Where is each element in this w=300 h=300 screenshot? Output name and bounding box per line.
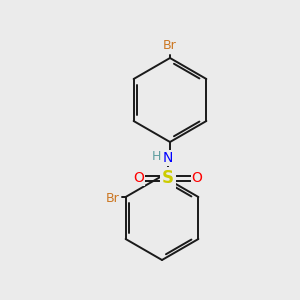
- Text: O: O: [134, 171, 144, 185]
- Text: H: H: [151, 151, 161, 164]
- Text: Br: Br: [106, 191, 120, 205]
- Text: O: O: [192, 171, 203, 185]
- Text: N: N: [163, 151, 173, 165]
- Text: S: S: [162, 169, 174, 187]
- Text: Br: Br: [163, 39, 177, 52]
